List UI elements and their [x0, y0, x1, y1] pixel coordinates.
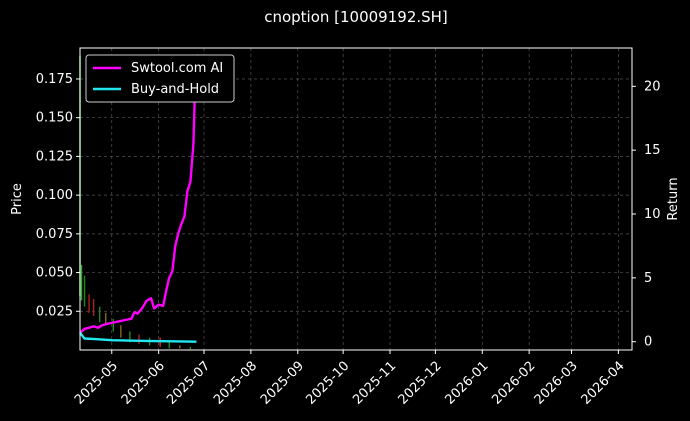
x-tick-label: 2026-02	[489, 359, 538, 408]
right-axis-title: Return	[666, 177, 681, 220]
series-line-swtool-ai	[79, 54, 200, 334]
left-y-tick-label: 0.175	[36, 72, 73, 87]
x-tick-label: 2026-03	[532, 359, 581, 408]
x-tick-label: 2025-05	[72, 359, 121, 408]
right-y-tick-label: 15	[644, 143, 661, 158]
gridlines	[80, 48, 632, 350]
x-tick-label: 2026-04	[579, 359, 628, 408]
x-tick-label: 2025-07	[164, 359, 213, 408]
right-y-tick-label: 0	[644, 335, 652, 350]
plot-frame	[79, 47, 633, 351]
left-y-tick-label: 0.025	[36, 304, 73, 319]
right-y-tick-label: 20	[644, 79, 661, 94]
legend: Swtool.com AI Buy-and-Hold	[85, 54, 235, 103]
x-tick-label: 2025-12	[396, 359, 445, 408]
x-tick-label: 2025-06	[119, 359, 168, 408]
left-y-tick-label: 0.150	[36, 111, 73, 126]
legend-box	[85, 54, 235, 103]
left-y-tick-label: 0.050	[36, 266, 73, 281]
x-tick-label: 2025-10	[303, 359, 352, 408]
x-tick-label: 2025-09	[258, 359, 307, 408]
left-y-tick-label: 0.075	[36, 227, 73, 242]
left-y-tick-label: 0.125	[36, 149, 73, 164]
left-axis-title: Price	[10, 183, 25, 215]
left-y-tick-label: 0.100	[36, 188, 73, 203]
chart-title: cnoption [10009192.SH]	[264, 8, 448, 26]
series-line-buy-and-hold	[79, 332, 197, 343]
x-tick-label: 2025-08	[211, 359, 260, 408]
axis-ticks: 2025-052025-062025-072025-082025-092025-…	[36, 72, 661, 408]
legend-label-buy-and-hold: Buy-and-Hold	[131, 82, 219, 97]
x-tick-label: 2025-11	[350, 359, 399, 408]
x-tick-label: 2026-01	[443, 359, 492, 408]
right-y-tick-label: 10	[644, 207, 661, 222]
right-y-tick-label: 5	[644, 271, 652, 286]
legend-label-swtool: Swtool.com AI	[131, 61, 223, 76]
series-lines	[79, 54, 200, 343]
